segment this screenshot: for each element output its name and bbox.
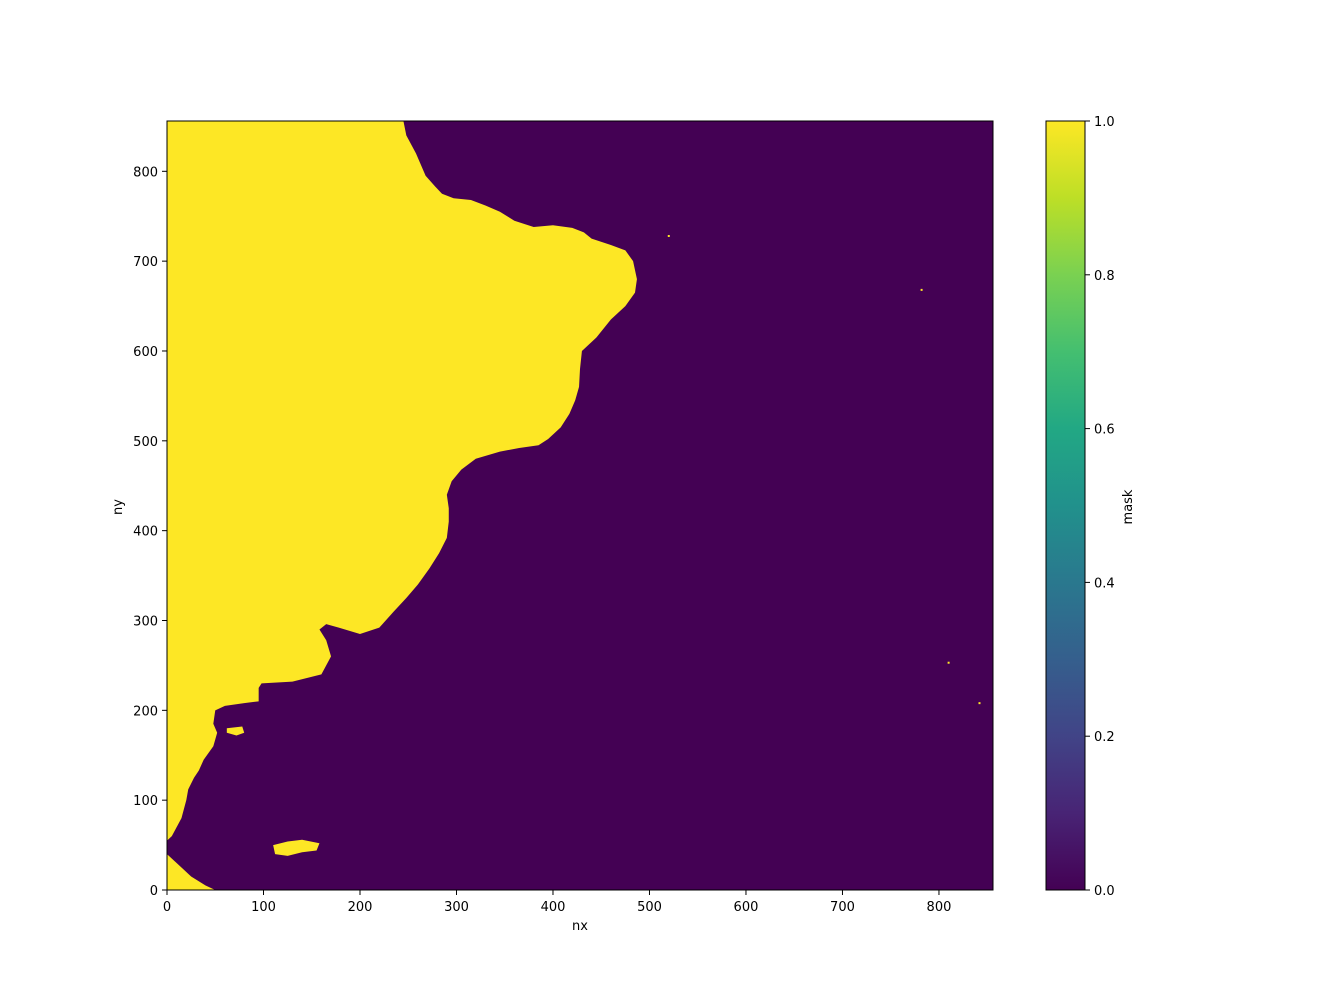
x-tick-label: 200 <box>348 900 373 915</box>
y-tick-label: 100 <box>133 794 158 809</box>
x-tick-label: 500 <box>637 900 662 915</box>
land-speck <box>920 288 923 291</box>
plot-frame <box>166 120 994 891</box>
colorbar-axis: 0.0 0.2 0.4 0.6 0.8 1.0 <box>1085 115 1115 899</box>
land-southern-tip <box>167 854 216 890</box>
colorbar-tick-label: 0.8 <box>1094 269 1115 284</box>
land-island <box>273 839 320 856</box>
x-tick-label: 0 <box>163 900 171 915</box>
y-tick-label: 0 <box>150 884 158 899</box>
x-tick-label: 400 <box>541 900 566 915</box>
colorbar-tick-label: 0.6 <box>1094 423 1115 438</box>
colorbar-tick-label: 1.0 <box>1094 115 1115 130</box>
land-mainland <box>167 121 637 841</box>
x-axis-label: nx <box>572 919 588 934</box>
land-speck <box>947 661 950 664</box>
y-tick-label: 700 <box>133 255 158 270</box>
x-tick-label: 600 <box>734 900 759 915</box>
x-tick-label: 800 <box>927 900 952 915</box>
y-tick-label: 200 <box>133 704 158 719</box>
x-tick-label: 100 <box>251 900 276 915</box>
y-tick-label: 400 <box>133 525 158 540</box>
colorbar-label: mask <box>1121 489 1136 524</box>
y-tick-label: 600 <box>133 345 158 360</box>
colorbar-tick-label: 0.0 <box>1094 884 1115 899</box>
x-tick-label: 700 <box>830 900 855 915</box>
y-tick-label: 300 <box>133 614 158 629</box>
colorbar: 0.0 0.2 0.4 0.6 0.8 1.0 mask <box>1045 115 1136 899</box>
x-axis: 0 100 200 300 400 500 600 700 800 <box>163 890 952 915</box>
land-speck <box>978 702 981 705</box>
y-axis-label: ny <box>111 499 126 515</box>
y-tick-label: 500 <box>133 435 158 450</box>
land-island <box>226 726 245 736</box>
colorbar-tick-label: 0.2 <box>1094 730 1115 745</box>
colorbar-gradient <box>1045 120 1086 891</box>
colorbar-tick-label: 0.4 <box>1094 576 1115 591</box>
heatmap <box>167 121 993 890</box>
x-tick-label: 300 <box>444 900 469 915</box>
y-tick-label: 800 <box>133 165 158 180</box>
land-speck <box>667 234 670 237</box>
y-axis: 0 100 200 300 400 500 600 700 800 <box>133 165 167 899</box>
